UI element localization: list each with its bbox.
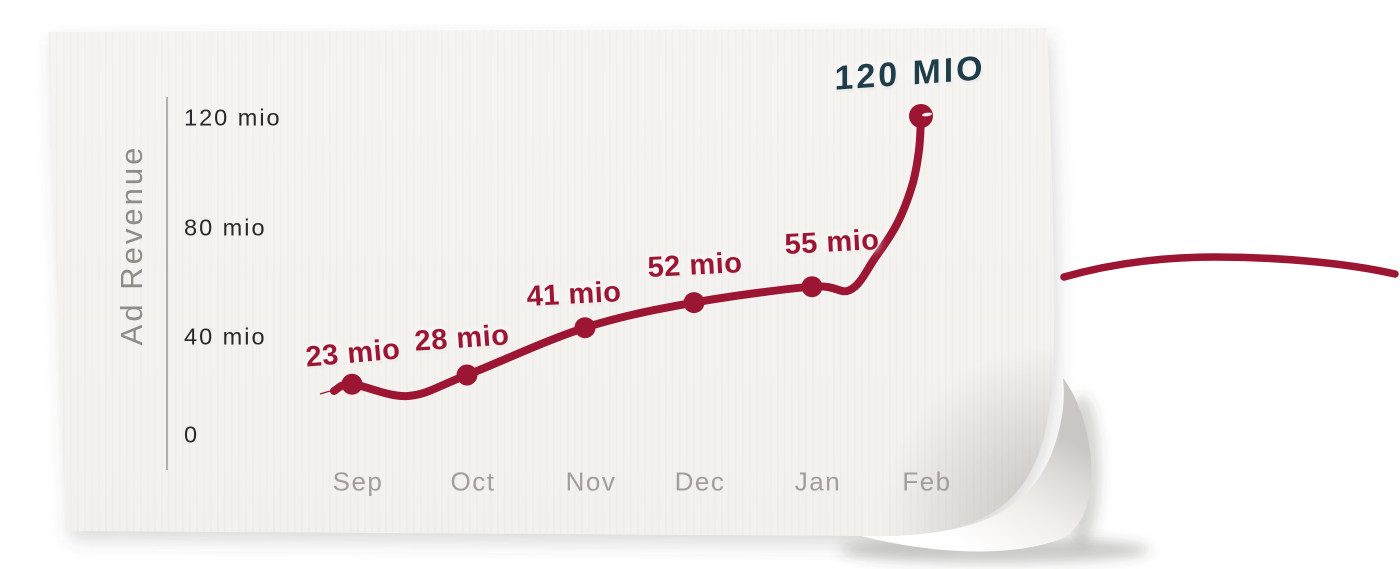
x-tick-label: Nov xyxy=(565,466,617,497)
data-point xyxy=(574,317,596,339)
y-tick-label: 40 mio xyxy=(184,323,267,350)
data-label: 52 mio xyxy=(646,247,744,284)
offpage-brush-stroke xyxy=(1060,253,1399,281)
data-label: 41 mio xyxy=(525,276,623,313)
x-tick-label: Oct xyxy=(450,466,496,497)
data-point xyxy=(801,276,823,298)
y-tick-label: 0 xyxy=(184,421,200,448)
data-label: 55 mio xyxy=(783,224,881,261)
data-point xyxy=(683,292,705,314)
data-label: 28 mio xyxy=(413,319,511,358)
paper-curl-shading xyxy=(48,28,1054,537)
x-tick-label: Sep xyxy=(332,466,384,497)
y-axis-title: Ad Revenue xyxy=(114,144,149,346)
data-point xyxy=(341,373,363,395)
data-point xyxy=(456,364,478,386)
x-tick-label: Jan xyxy=(794,466,842,497)
y-tick-label: 120 mio xyxy=(184,104,282,131)
x-tick-label: Feb xyxy=(902,466,952,497)
x-tick-label: Dec xyxy=(674,466,726,497)
pen-dot-notch xyxy=(922,112,932,117)
paper-curl-flap xyxy=(861,378,1092,552)
data-point xyxy=(909,104,933,128)
y-tick-label: 80 mio xyxy=(184,214,267,241)
revenue-line xyxy=(330,112,925,401)
